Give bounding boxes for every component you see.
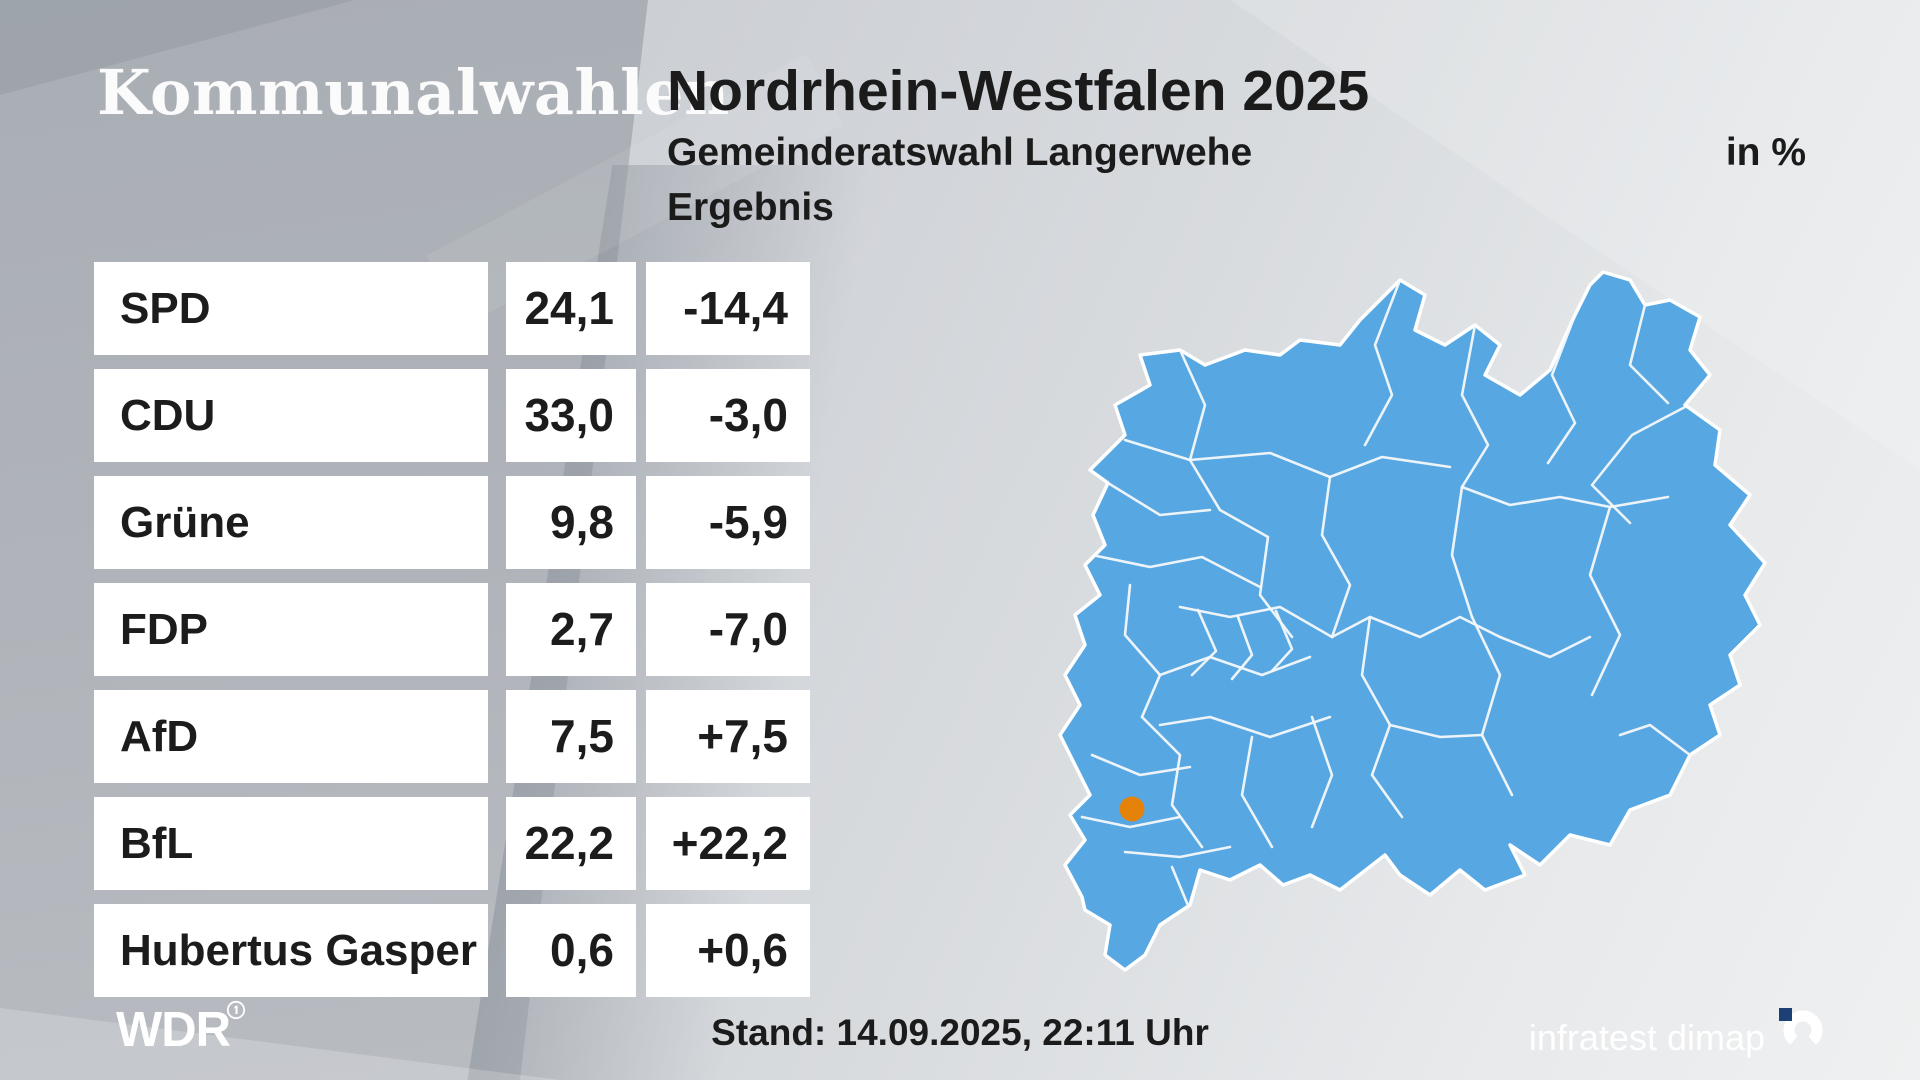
party-value: 0,6: [506, 904, 636, 997]
state-outline: [1058, 270, 1767, 972]
district-borders: [1080, 278, 1692, 957]
party-label: BfL: [94, 797, 488, 890]
table-row: Hubertus Gasper 0,6 +0,6: [0, 904, 1920, 997]
page-subtitle: Gemeinderatswahl Langerwehe: [667, 131, 1253, 174]
party-label: FDP: [94, 583, 488, 676]
party-label: Hubertus Gasper: [94, 904, 488, 997]
table-row: AfD 7,5 +7,5: [0, 690, 1920, 783]
party-change: -7,0: [646, 583, 810, 676]
party-label: Grüne: [94, 476, 488, 569]
source-credit: infratest dimap: [1528, 1017, 1765, 1058]
party-value: 7,5: [506, 690, 636, 783]
party-change: +7,5: [646, 690, 810, 783]
nrw-districts-map: [1058, 270, 1767, 972]
party-label: CDU: [94, 369, 488, 462]
table-row: BfL 22,2 +22,2: [0, 797, 1920, 890]
party-change: -3,0: [646, 369, 810, 462]
party-label: SPD: [94, 262, 488, 355]
program-brand: Kommunalwahlen: [97, 56, 730, 129]
table-row: SPD 24,1 -14,4: [0, 262, 1920, 355]
status-timestamp: Stand: 14.09.2025, 22:11 Uhr: [711, 1012, 1209, 1053]
party-value: 22,2: [506, 797, 636, 890]
section-label: Ergebnis: [667, 186, 834, 229]
wdr-logo: WDR: [116, 1003, 231, 1057]
party-value: 9,8: [506, 476, 636, 569]
langerwehe-marker: [1119, 796, 1145, 822]
party-change: -5,9: [646, 476, 810, 569]
party-change: +0,6: [646, 904, 810, 997]
party-value: 24,1: [506, 262, 636, 355]
infratest-dimap-icon: [1779, 1008, 1823, 1050]
party-label: AfD: [94, 690, 488, 783]
unit-label: in %: [1725, 131, 1806, 174]
party-value: 33,0: [506, 369, 636, 462]
party-change: -14,4: [646, 262, 810, 355]
party-value: 2,7: [506, 583, 636, 676]
table-row: FDP 2,7 -7,0: [0, 583, 1920, 676]
party-change: +22,2: [646, 797, 810, 890]
ard-circle-icon: [226, 1000, 246, 1020]
table-row: CDU 33,0 -3,0: [0, 369, 1920, 462]
page-title: Nordrhein-Westfalen 2025: [667, 59, 1370, 123]
table-row: Grüne 9,8 -5,9: [0, 476, 1920, 569]
